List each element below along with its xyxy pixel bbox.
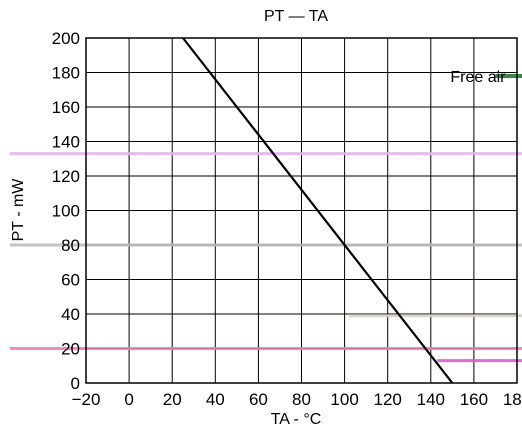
x-tick-label: 40 <box>206 390 225 409</box>
y-tick-label: 100 <box>52 202 80 221</box>
x-tick-label: 60 <box>249 390 268 409</box>
x-tick-label: −20 <box>72 390 101 409</box>
y-tick-label: 0 <box>71 374 80 393</box>
x-tick-label: 160 <box>460 390 488 409</box>
annotations: Free air <box>450 69 506 86</box>
x-tick-label: 120 <box>374 390 402 409</box>
x-tick-label: 80 <box>292 390 311 409</box>
annotation-label: Free air <box>450 69 506 86</box>
y-axis-label: PT - mW <box>10 178 27 242</box>
x-tick-label: 20 <box>163 390 182 409</box>
x-tick-label: 180 <box>503 390 522 409</box>
series-line <box>182 37 454 384</box>
y-tick-label: 40 <box>61 305 80 324</box>
y-tick-label: 80 <box>61 236 80 255</box>
x-tick-label: 140 <box>417 390 445 409</box>
y-tick-labels: 0 20 40 60 80 100 120 140 160 180 200 <box>52 29 80 393</box>
chart-title: PT — TA <box>264 8 328 25</box>
reference-lines <box>10 73 522 363</box>
y-tick-label: 160 <box>52 98 80 117</box>
plot-frame <box>85 37 518 384</box>
x-axis-label: TA - °C <box>271 411 322 428</box>
y-tick-label: 200 <box>52 29 80 48</box>
x-tick-label: 0 <box>124 390 133 409</box>
x-tick-labels: −20 0 20 40 60 80 100 120 140 160 180 <box>72 390 522 409</box>
y-tick-label: 120 <box>52 167 80 186</box>
y-tick-label: 20 <box>61 340 80 359</box>
series <box>182 37 454 384</box>
grid <box>86 38 517 383</box>
x-tick-label: 100 <box>330 390 358 409</box>
y-tick-label: 180 <box>52 64 80 83</box>
y-tick-label: 60 <box>61 271 80 290</box>
y-tick-label: 140 <box>52 133 80 152</box>
